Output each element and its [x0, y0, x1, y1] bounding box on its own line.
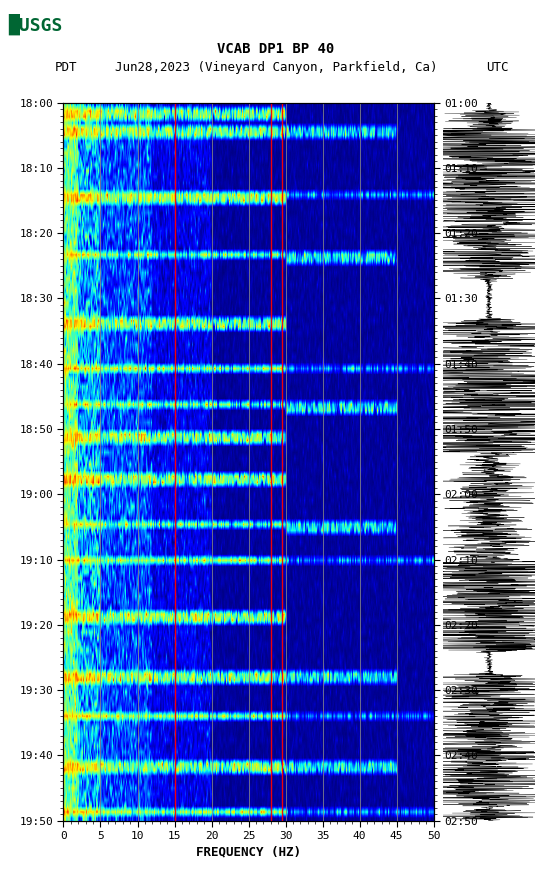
Text: VCAB DP1 BP 40: VCAB DP1 BP 40: [217, 42, 335, 56]
Text: Jun28,2023 (Vineyard Canyon, Parkfield, Ca): Jun28,2023 (Vineyard Canyon, Parkfield, …: [115, 62, 437, 74]
X-axis label: FREQUENCY (HZ): FREQUENCY (HZ): [196, 846, 301, 858]
Text: UTC: UTC: [486, 62, 508, 74]
Text: PDT: PDT: [55, 62, 78, 74]
Text: █USGS: █USGS: [8, 13, 63, 35]
